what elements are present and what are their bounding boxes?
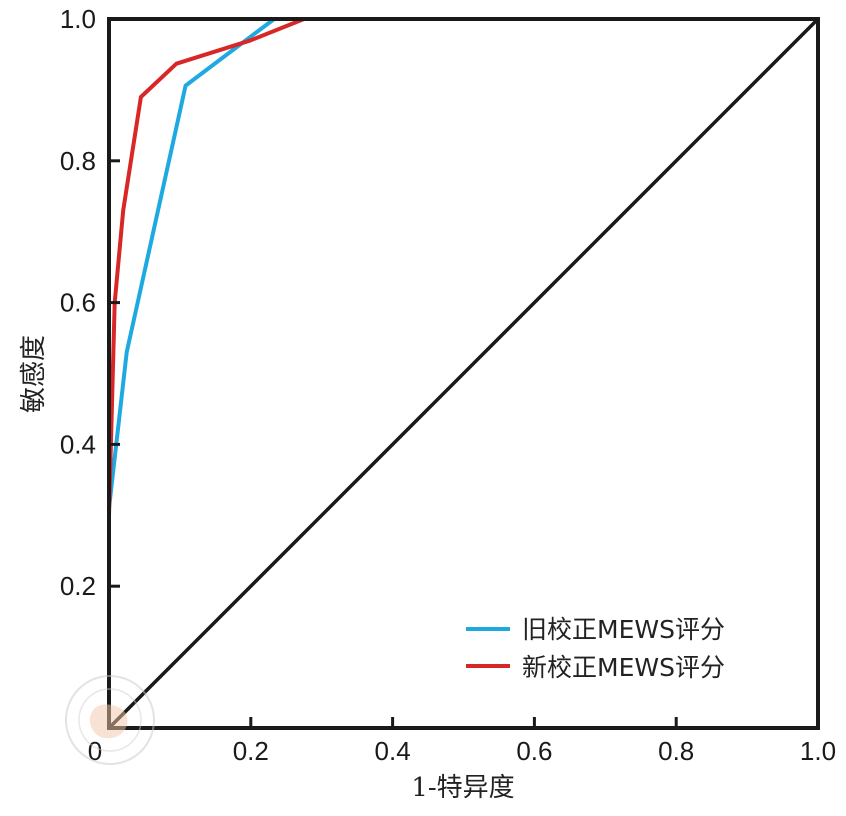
x-tick-label: 0 xyxy=(88,736,102,766)
seal-map-shape xyxy=(89,704,128,739)
y-tick-label: 0.2 xyxy=(60,571,96,601)
y-tick-label: 0.4 xyxy=(60,429,96,459)
x-tick-label: 1.0 xyxy=(800,736,836,766)
plot-frame xyxy=(107,17,820,730)
legend-label-new: 新校正MEWS评分 xyxy=(522,653,725,682)
legend: 旧校正MEWS评分 新校正MEWS评分 xyxy=(466,615,725,682)
reference-diagonal-line xyxy=(107,17,820,730)
y-tick-label: 1.0 xyxy=(60,4,96,34)
x-axis-title: 1-特异度 xyxy=(411,773,514,803)
y-axis-title: 敏感度 xyxy=(19,335,49,413)
legend-label-old: 旧校正MEWS评分 xyxy=(522,615,725,644)
seal-outer-ring xyxy=(65,675,155,765)
x-tick-label: 0.6 xyxy=(516,736,552,766)
x-tick-label: 0.8 xyxy=(658,736,694,766)
tick-layer: 0 0.2 0.4 0.6 0.8 1.0 0.2 0.4 0.6 0.8 1.0 xyxy=(60,4,836,766)
y-tick-label: 0.6 xyxy=(60,288,96,318)
seal-inner-ring xyxy=(78,688,142,752)
y-tick-label: 0.8 xyxy=(60,146,96,176)
x-tick-label: 0.2 xyxy=(233,736,269,766)
x-tick-label: 0.4 xyxy=(375,736,411,766)
association-seal-watermark xyxy=(65,675,155,765)
